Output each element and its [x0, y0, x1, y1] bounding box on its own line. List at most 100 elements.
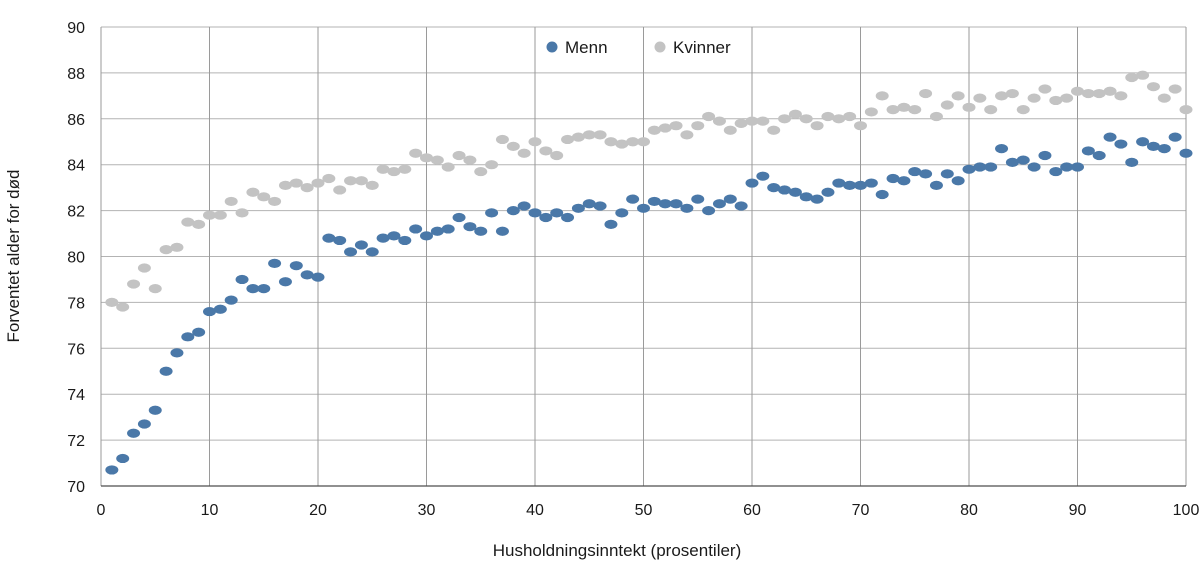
point-kvinner: [485, 160, 499, 170]
point-kvinner: [995, 91, 1009, 101]
point-kvinner: [1060, 93, 1074, 103]
point-kvinner: [235, 208, 249, 218]
point-menn: [409, 224, 423, 234]
legend-item-kvinner: Kvinner: [654, 38, 731, 57]
point-kvinner: [788, 109, 802, 119]
point-kvinner: [268, 196, 282, 207]
point-kvinner: [680, 130, 694, 140]
point-kvinner: [973, 93, 987, 103]
point-menn: [1136, 137, 1150, 147]
point-menn: [756, 171, 770, 181]
point-kvinner: [278, 180, 292, 190]
legend-label: Menn: [565, 38, 608, 57]
point-menn: [843, 180, 857, 190]
point-menn: [246, 284, 260, 294]
point-menn: [1016, 155, 1030, 165]
y-axis-title: Forventet alder for død: [4, 170, 23, 343]
data-points: [105, 70, 1193, 475]
point-kvinner: [170, 242, 184, 252]
point-kvinner: [409, 148, 423, 158]
point-kvinner: [1071, 86, 1084, 96]
point-kvinner: [962, 102, 976, 112]
point-kvinner: [886, 105, 900, 115]
point-menn: [333, 235, 347, 246]
point-kvinner: [810, 121, 824, 131]
point-menn: [854, 180, 867, 190]
point-menn: [1179, 148, 1193, 158]
y-axis-ticks: 70 72 74 76 78 80 82 84 86 88 90: [67, 20, 85, 496]
point-kvinner: [550, 150, 564, 161]
y-tick-label: 72: [67, 433, 85, 450]
point-menn: [311, 272, 325, 282]
point-menn: [137, 419, 151, 429]
point-kvinner: [637, 137, 650, 147]
point-kvinner: [430, 155, 444, 165]
point-menn: [148, 405, 162, 415]
point-menn: [170, 348, 184, 358]
point-menn: [159, 366, 173, 376]
point-menn: [474, 226, 488, 236]
point-kvinner: [1049, 95, 1063, 106]
point-kvinner: [246, 187, 260, 197]
point-kvinner: [854, 121, 867, 131]
point-kvinner: [1038, 84, 1052, 94]
x-tick-label: 100: [1173, 502, 1200, 519]
point-menn: [1005, 157, 1019, 168]
point-menn: [430, 226, 444, 236]
point-menn: [1114, 139, 1128, 149]
point-menn: [181, 332, 195, 342]
point-menn: [105, 465, 119, 475]
point-kvinner: [105, 297, 119, 307]
point-menn: [485, 208, 499, 218]
point-menn: [278, 277, 292, 287]
point-kvinner: [463, 155, 477, 165]
point-menn: [517, 201, 531, 211]
point-menn: [637, 203, 650, 213]
point-menn: [344, 247, 358, 257]
point-menn: [1168, 132, 1182, 142]
point-kvinner: [767, 125, 781, 135]
point-menn: [745, 178, 759, 188]
point-menn: [919, 169, 933, 179]
point-menn: [376, 233, 390, 243]
point-menn: [582, 199, 596, 209]
point-kvinner: [148, 284, 162, 294]
x-tick-label: 70: [852, 502, 870, 519]
point-menn: [300, 270, 314, 280]
point-kvinner: [1114, 91, 1128, 101]
point-kvinner: [778, 114, 792, 124]
point-kvinner: [474, 166, 488, 177]
point-kvinner: [528, 137, 542, 147]
point-menn: [821, 187, 835, 197]
point-kvinner: [289, 178, 303, 188]
point-menn: [1146, 141, 1160, 151]
point-kvinner: [1168, 84, 1182, 94]
point-kvinner: [203, 210, 216, 220]
point-menn: [1092, 150, 1106, 161]
point-kvinner: [376, 164, 390, 174]
point-menn: [712, 199, 726, 209]
point-kvinner: [387, 166, 401, 177]
x-tick-label: 40: [526, 502, 544, 519]
point-kvinner: [875, 91, 889, 101]
point-kvinner: [1027, 93, 1041, 103]
point-menn: [951, 176, 965, 186]
point-menn: [506, 206, 520, 216]
point-menn: [908, 166, 922, 177]
point-kvinner: [951, 91, 965, 101]
point-kvinner: [756, 116, 770, 126]
point-kvinner: [604, 137, 618, 147]
point-kvinner: [734, 118, 748, 128]
series-menn: [105, 132, 1193, 475]
series-kvinner: [105, 70, 1193, 312]
grid-lines: [100, 26, 1187, 487]
point-menn: [1071, 162, 1084, 172]
x-axis-title: Husholdningsinntekt (prosentiler): [493, 541, 742, 560]
point-menn: [1038, 150, 1052, 161]
point-menn: [571, 203, 585, 213]
point-menn: [192, 327, 206, 337]
point-kvinner: [919, 88, 933, 99]
point-kvinner: [561, 134, 575, 145]
legend-item-menn: Menn: [546, 38, 608, 57]
